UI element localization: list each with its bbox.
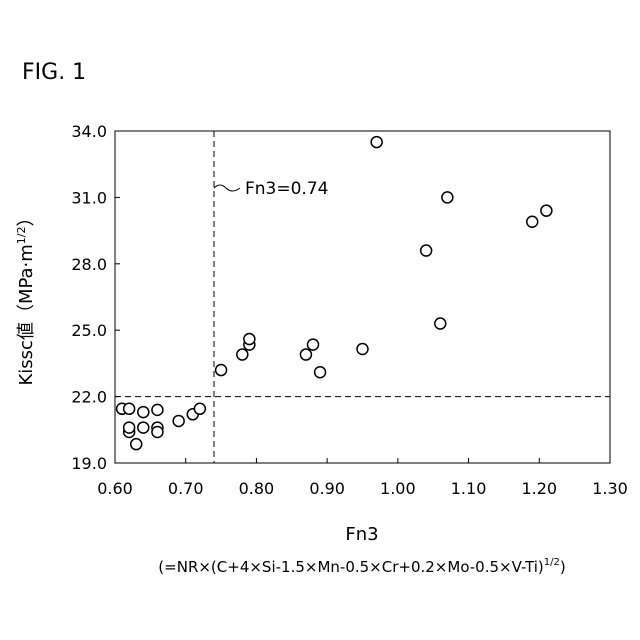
y-tick-label: 34.0 [71,122,107,141]
data-point [124,422,135,433]
annotation-leader [214,185,240,191]
y-axis-label-close: ） [16,208,37,226]
data-point [131,439,142,450]
y-tick-label: 28.0 [71,255,107,274]
data-points [117,137,552,450]
y-axis-label: Kissc値（MPa·m1/2） [15,208,37,385]
y-tick-label: 31.0 [71,188,107,207]
data-point [244,334,255,345]
x-tick-label: 1.00 [380,479,416,498]
x-tick-label: 1.10 [451,479,487,498]
data-point [173,415,184,426]
data-point [216,365,227,376]
data-point [315,367,326,378]
y-axis-label-exponent: 1/2 [15,226,28,244]
y-axis-label-main: Kissc値（MPa·m [16,244,37,385]
data-point [152,427,163,438]
x-axis-label: Fn3 [345,524,378,545]
x-tick-label: 1.30 [592,479,628,498]
data-point [371,137,382,148]
x-axis-formula: (=NR×(C+4×Si-1.5×Mn-0.5×Cr+0.2×Mo-0.5×V-… [158,557,565,576]
x-axis-formula-close: ) [560,558,566,576]
x-axis-ticks: 0.60 0.70 0.80 0.90 1.00 1.10 1.20 1.30 [97,458,628,498]
data-point [152,404,163,415]
data-point [357,344,368,355]
annotation-label: Fn3=0.74 [245,179,328,199]
data-point [421,245,432,256]
x-tick-label: 0.70 [168,479,204,498]
data-point [194,403,205,414]
x-tick-label: 1.20 [521,479,557,498]
y-tick-label: 25.0 [71,321,107,340]
y-axis-ticks: 19.0 22.0 25.0 28.0 31.0 34.0 [71,122,120,473]
y-tick-label: 19.0 [71,454,107,473]
data-point [308,339,319,350]
data-point [138,407,149,418]
x-tick-label: 0.80 [239,479,275,498]
data-point [237,349,248,360]
data-point [124,403,135,414]
data-point [541,205,552,216]
x-axis-formula-main: (=NR×(C+4×Si-1.5×Mn-0.5×Cr+0.2×Mo-0.5×V-… [158,558,543,576]
x-tick-label: 0.60 [97,479,133,498]
x-axis-formula-exponent: 1/2 [544,557,560,568]
x-tick-label: 0.90 [309,479,345,498]
y-tick-label: 22.0 [71,388,107,407]
data-point [300,349,311,360]
data-point [527,216,538,227]
data-point [138,422,149,433]
data-point [442,192,453,203]
data-point [435,318,446,329]
